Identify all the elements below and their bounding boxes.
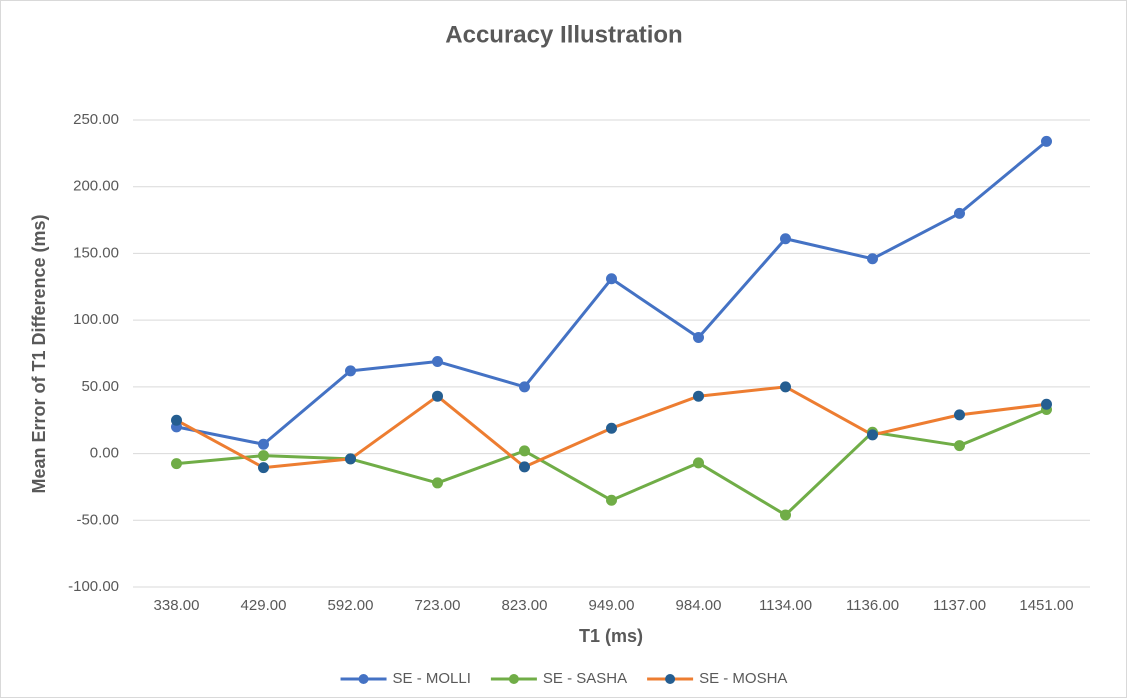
data-point [693,390,704,402]
data-point [1041,135,1052,147]
data-point [258,462,269,474]
y-tick-label: 100.00 [73,311,119,328]
data-point [954,409,965,421]
x-tick-label: 949.00 [589,597,635,614]
data-point [258,450,269,462]
data-point [258,438,269,450]
data-point [171,414,182,426]
y-tick-label: 0.00 [90,445,119,462]
legend-label: SE - MOSHA [699,670,787,687]
x-tick-label: 723.00 [415,597,461,614]
legend-marker [508,674,519,684]
data-point [867,429,878,441]
data-point [780,381,791,393]
data-point [171,458,182,470]
y-tick-label: 50.00 [81,378,119,395]
y-tick-label: -100.00 [68,578,119,595]
data-point [519,461,530,473]
x-tick-label: 984.00 [676,597,722,614]
data-point [606,494,617,506]
chart-title: Accuracy Illustration [445,21,682,48]
data-point [693,457,704,469]
data-point [1041,398,1052,410]
legend-label: SE - SASHA [543,670,627,687]
data-point [780,509,791,521]
data-point [432,477,443,489]
data-point [780,233,791,245]
data-point [519,381,530,393]
legend-marker [358,674,369,684]
y-tick-label: 150.00 [73,244,119,261]
data-point [519,445,530,457]
data-point [345,453,356,465]
legend-marker [665,674,676,684]
x-tick-label: 1451.00 [1019,597,1073,614]
data-point [954,207,965,219]
data-point [954,440,965,452]
data-point [606,273,617,285]
data-point [606,422,617,434]
x-tick-label: 338.00 [154,597,200,614]
x-tick-label: 1137.00 [933,597,986,614]
x-axis-title: T1 (ms) [579,626,643,646]
y-tick-label: 200.00 [73,178,119,195]
data-point [432,390,443,402]
x-tick-label: 592.00 [328,597,374,614]
data-point [432,356,443,368]
data-point [867,253,878,265]
legend-label: SE - MOLLI [393,670,471,687]
data-point [345,365,356,377]
x-tick-label: 1134.00 [759,597,812,614]
x-tick-label: 1136.00 [846,597,899,614]
data-point [693,331,704,343]
y-tick-label: 250.00 [73,111,119,128]
x-tick-label: 823.00 [502,597,548,614]
y-axis-title: Mean Error of T1 Difference (ms) [29,214,49,493]
y-tick-label: -50.00 [76,511,119,528]
x-tick-label: 429.00 [241,597,287,614]
